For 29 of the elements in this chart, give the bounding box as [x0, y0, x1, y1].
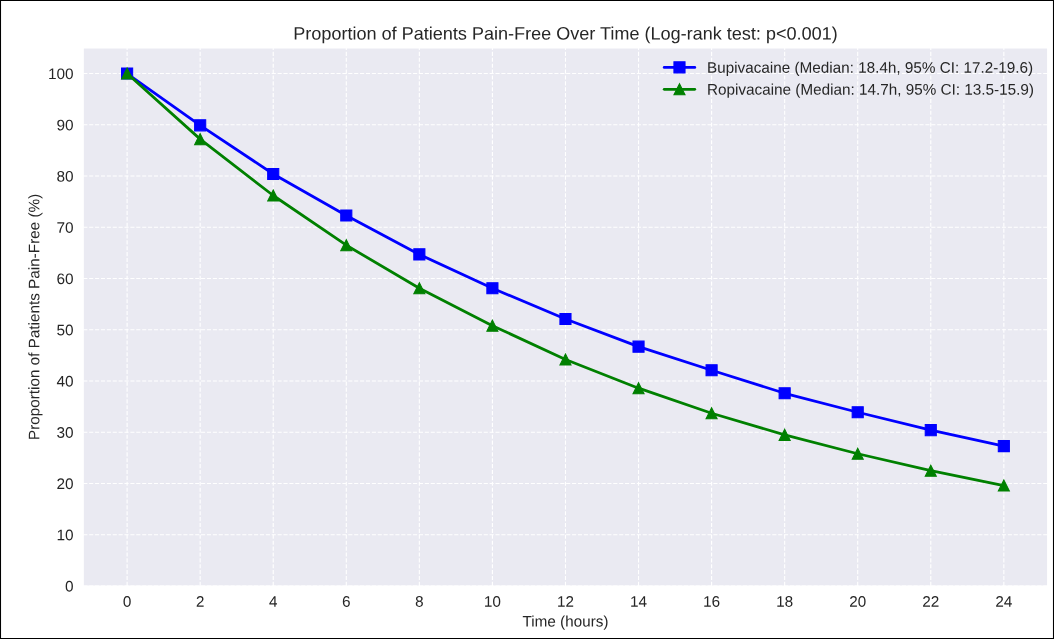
- x-tick-label: 14: [631, 596, 647, 607]
- x-tick-label: 0: [123, 596, 131, 607]
- x-tick-label: 2: [196, 596, 204, 607]
- x-tick-label: 18: [777, 596, 793, 607]
- x-tick-label: 6: [342, 596, 350, 607]
- y-tick-label: 90: [57, 119, 73, 131]
- x-tick-label: 24: [996, 596, 1012, 607]
- y-tick-label: 70: [57, 222, 73, 233]
- x-tick-label: 12: [558, 596, 574, 607]
- legend-label: Ropivacaine (Median: 14.7h, 95% CI: 13.5-15.9): [708, 83, 1033, 98]
- y-tick-label: 50: [57, 324, 73, 336]
- x-tick-label: 8: [415, 596, 423, 607]
- y-tick-label: 100: [49, 68, 73, 80]
- y-tick-label: 30: [57, 427, 73, 438]
- x-axis-title: Time (hours): [522, 615, 608, 630]
- y-tick-label: 60: [57, 273, 73, 285]
- y-tick-label: 0: [65, 580, 73, 592]
- y-axis-title: Proportion of Patients Pain-Free (%): [28, 194, 43, 439]
- y-tick-label: 40: [56, 375, 73, 387]
- x-tick-label: 22: [923, 596, 939, 607]
- y-tick-label: 20: [57, 478, 73, 490]
- legend-label: Bupivacaine (Median: 18.4h, 95% CI: 17.2-19.6): [708, 61, 1033, 76]
- chart-title: Proportion of Patients Pain-Free Over Time (Log-rank test: p<0.001): [294, 26, 837, 44]
- x-tick-label: 10: [485, 596, 501, 607]
- y-tick-label: 80: [57, 170, 73, 182]
- y-tick-label: 10: [57, 529, 73, 541]
- x-tick-label: 4: [269, 596, 278, 607]
- x-tick-label: 16: [704, 596, 720, 607]
- x-tick-label: 20: [849, 596, 866, 607]
